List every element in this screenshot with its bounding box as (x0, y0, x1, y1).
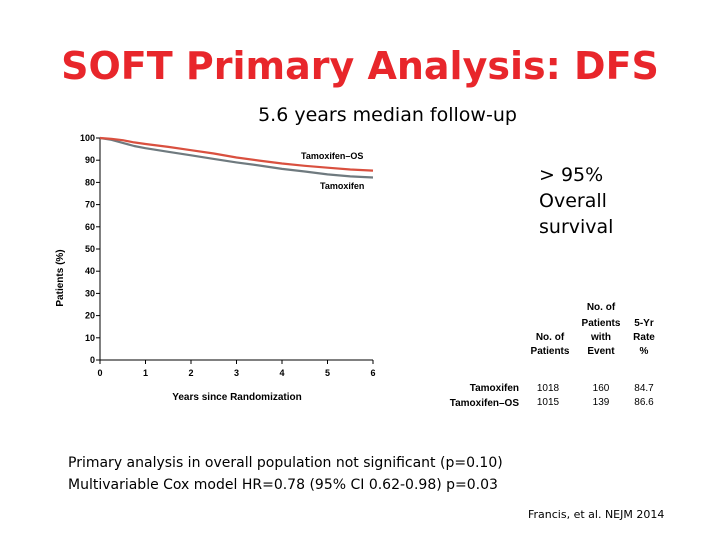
overall-survival-note: > 95% Overall survival (539, 162, 613, 240)
header-rate-line2: Rate (633, 332, 655, 343)
header-patients-line2: Patients (531, 346, 570, 357)
slide-subtitle: 5.6 years median follow-up (258, 104, 517, 126)
y-tick-label: 60 (85, 222, 95, 232)
y-tick-label: 100 (80, 133, 95, 143)
series-line-tamoxifen (99, 136, 374, 179)
header-rate-line3: % (640, 346, 649, 357)
header-events-line2: Patients (582, 318, 621, 329)
primary-analysis-text: Primary analysis in overall population n… (68, 452, 503, 496)
y-tick-label: 20 (85, 311, 95, 321)
y-tick-label: 30 (85, 288, 95, 298)
x-tick-label: 3 (234, 368, 239, 378)
row-label-tamoxifen-os: Tamoxifen–OS (450, 398, 520, 409)
x-tick-label: 5 (325, 368, 330, 378)
y-tick-label: 0 (90, 355, 95, 365)
y-tick-label: 40 (85, 266, 95, 276)
series-line-tamoxifen-os (99, 136, 374, 172)
y-tick-label: 50 (85, 244, 95, 254)
header-patients-line1: No. of (536, 332, 565, 343)
y-tick-label: 10 (85, 333, 95, 343)
primary-line: Multivariable Cox model HR=0.78 (95% CI … (68, 477, 498, 493)
primary-line: Primary analysis in overall population n… (68, 455, 503, 471)
legend-label-tamoxifen: Tamoxifen (320, 181, 364, 191)
header-events-line4: Event (587, 346, 615, 357)
y-tick-label: 90 (85, 155, 95, 165)
row-tamoxifen-os-patients: 1015 (537, 397, 560, 408)
chart-axes: 0 10 20 30 40 50 60 70 80 90 100 0 1 2 3 4 5 6 (80, 133, 376, 378)
legend-label-tamoxifen-os: Tamoxifen–OS (301, 151, 363, 161)
x-tick-label: 4 (279, 368, 284, 378)
row-tamoxifen-os-rate: 86.6 (634, 397, 654, 408)
x-tick-label: 2 (188, 368, 193, 378)
row-tamoxifen-rate: 84.7 (634, 383, 654, 394)
citation: Francis, et al. NEJM 2014 (528, 508, 665, 521)
kaplan-meier-chart: 0 10 20 30 40 50 60 70 80 90 100 0 1 2 3 4 5 6 Patients (… (55, 133, 376, 403)
note-line: survival (539, 216, 614, 238)
header-events-line3: with (590, 332, 611, 343)
x-tick-label: 0 (97, 368, 102, 378)
x-tick-label: 1 (143, 368, 148, 378)
y-axis-label: Patients (%) (55, 249, 66, 306)
y-tick-label: 80 (85, 177, 95, 187)
row-tamoxifen-events: 160 (593, 383, 610, 394)
header-events-line1: No. of (587, 302, 616, 313)
slide-title: SOFT Primary Analysis: DFS (61, 44, 659, 88)
note-line: Overall (539, 190, 607, 212)
row-tamoxifen-os-events: 139 (593, 397, 610, 408)
note-line: > 95% (539, 164, 604, 186)
row-label-tamoxifen: Tamoxifen (470, 383, 519, 394)
chart-series (99, 136, 374, 179)
y-tick-label: 70 (85, 200, 95, 210)
row-tamoxifen-patients: 1018 (537, 383, 560, 394)
x-axis-label: Years since Randomization (172, 392, 302, 403)
x-tick-label: 6 (370, 368, 375, 378)
header-rate-line1: 5-Yr (634, 318, 654, 329)
patients-table: No. of Patients No. of Patients with Eve… (450, 302, 656, 409)
